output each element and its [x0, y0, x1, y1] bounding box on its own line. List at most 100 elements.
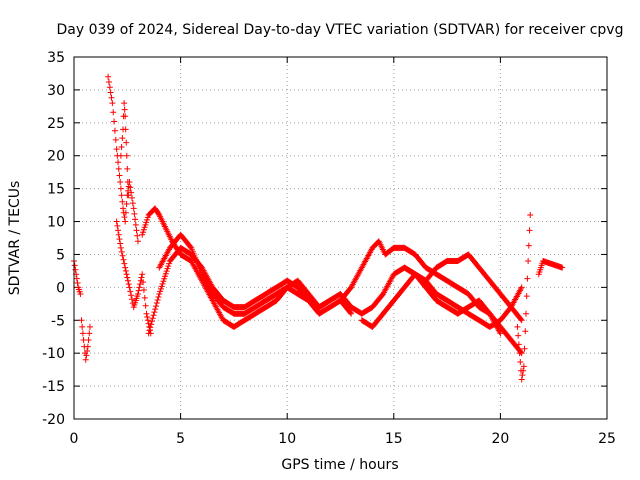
data-point	[517, 358, 524, 365]
data-point	[152, 306, 159, 313]
data-point	[147, 324, 154, 331]
series-late	[535, 258, 566, 278]
y-tick-label: -15	[42, 379, 65, 395]
y-tick-label: 5	[56, 247, 65, 263]
data-point	[74, 279, 81, 286]
data-point	[150, 312, 157, 319]
data-point	[120, 256, 127, 263]
data-point	[518, 284, 525, 291]
data-points	[71, 73, 566, 383]
data-point	[326, 298, 333, 305]
data-point	[159, 280, 166, 287]
data-point	[162, 273, 169, 280]
data-point	[142, 302, 149, 309]
data-point	[129, 200, 136, 207]
data-point	[121, 214, 128, 221]
data-point	[527, 211, 534, 218]
x-tick-label: 10	[278, 431, 296, 447]
data-point	[161, 275, 168, 282]
data-point	[148, 321, 155, 328]
data-point	[122, 218, 129, 225]
data-point	[134, 232, 141, 239]
data-point	[111, 118, 118, 125]
grid	[74, 57, 607, 419]
data-point	[162, 270, 169, 277]
data-point	[348, 310, 355, 317]
chart-title: Day 039 of 2024, Sidereal Day-to-day VTE…	[57, 22, 624, 38]
data-point	[121, 260, 128, 267]
x-tick-label: 0	[70, 431, 79, 447]
data-point	[144, 313, 151, 320]
x-tick-label: 5	[176, 431, 185, 447]
series-main-c	[177, 251, 333, 330]
data-point	[158, 283, 165, 290]
data-point	[154, 297, 161, 304]
data-point	[77, 290, 84, 297]
data-point	[135, 287, 142, 294]
data-point	[519, 372, 526, 379]
data-point	[107, 89, 114, 96]
data-point	[151, 309, 158, 316]
data-point	[122, 126, 129, 133]
data-point	[86, 330, 93, 337]
data-point	[117, 179, 124, 186]
data-point	[164, 265, 171, 272]
y-tick-label: 0	[56, 280, 65, 296]
data-point	[121, 106, 128, 113]
y-tick-label: 15	[47, 182, 65, 198]
data-point	[111, 127, 118, 134]
data-point	[187, 243, 194, 250]
data-point	[123, 152, 130, 159]
data-point	[165, 263, 172, 270]
data-point	[127, 288, 134, 295]
data-point	[110, 109, 117, 116]
ticks: -20 -15 -10 -5 0 5 10 15 20 25 30 35 0 5 10 15 20 25	[42, 50, 616, 447]
data-point	[157, 285, 164, 292]
data-point	[132, 216, 139, 223]
data-point	[117, 244, 124, 251]
data-point	[125, 281, 132, 288]
data-point	[114, 222, 121, 229]
data-point	[122, 264, 129, 271]
data-point	[128, 194, 135, 201]
data-point	[515, 332, 522, 339]
series-hump-1	[337, 238, 525, 357]
series-tail	[514, 211, 534, 383]
data-point	[115, 227, 122, 234]
data-point	[84, 343, 91, 350]
data-point	[516, 350, 523, 357]
data-point	[117, 240, 124, 247]
data-point	[517, 349, 524, 356]
data-point	[128, 189, 135, 196]
data-point	[132, 221, 139, 228]
data-point	[125, 277, 132, 284]
data-point	[153, 303, 159, 310]
data-point	[126, 284, 133, 291]
y-tick-label: 35	[47, 50, 65, 66]
data-point	[518, 376, 525, 383]
data-point	[138, 274, 145, 281]
data-point	[115, 231, 122, 238]
data-point	[497, 330, 504, 337]
data-point	[85, 337, 92, 344]
series-main-a	[145, 244, 355, 337]
data-point	[83, 352, 90, 359]
data-point	[121, 100, 128, 107]
data-point	[105, 73, 112, 80]
data-point	[131, 210, 138, 217]
data-point	[156, 290, 163, 297]
data-point	[78, 317, 85, 324]
y-axis-title: SDTVAR / TECUs	[7, 181, 23, 296]
data-point	[522, 328, 529, 335]
series-early-0	[71, 258, 84, 297]
data-point	[130, 205, 137, 212]
data-point	[145, 330, 152, 337]
y-tick-label: 25	[47, 116, 65, 132]
data-point	[119, 252, 126, 259]
data-point	[143, 310, 150, 317]
data-point	[136, 284, 143, 291]
data-point	[134, 238, 141, 245]
data-point	[122, 267, 129, 274]
data-point	[123, 200, 130, 207]
data-point	[144, 317, 151, 324]
